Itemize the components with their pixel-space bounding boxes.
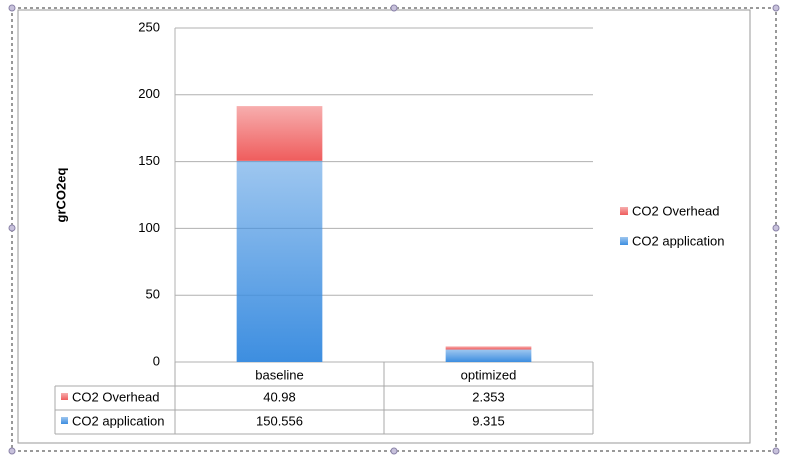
y-tick-label: 200 bbox=[138, 86, 160, 101]
y-tick-label: 50 bbox=[146, 287, 160, 302]
y-axis-label: grCO2eq bbox=[53, 167, 68, 222]
bar-segment bbox=[445, 346, 532, 350]
legend-swatch bbox=[620, 237, 628, 245]
table-swatch bbox=[61, 393, 68, 400]
x-tick-label: optimized bbox=[461, 367, 517, 382]
y-tick-label: 0 bbox=[153, 353, 160, 368]
bar-segment bbox=[445, 349, 532, 362]
table-value: 9.315 bbox=[472, 413, 505, 428]
y-tick-label: 250 bbox=[138, 19, 160, 34]
bar-segment bbox=[236, 106, 323, 161]
y-tick-label: 100 bbox=[138, 220, 160, 235]
table-value: 2.353 bbox=[472, 389, 505, 404]
legend-swatch bbox=[620, 207, 628, 215]
x-tick-label: baseline bbox=[255, 367, 303, 382]
table-row-label: CO2 application bbox=[72, 413, 165, 428]
y-tick-label: 150 bbox=[138, 153, 160, 168]
table-row-label: CO2 Overhead bbox=[72, 389, 159, 404]
bar-segment bbox=[236, 160, 323, 362]
legend-label: CO2 application bbox=[632, 233, 725, 248]
selection-handles bbox=[8, 4, 780, 455]
table-value: 40.98 bbox=[263, 389, 296, 404]
legend-label: CO2 Overhead bbox=[632, 203, 719, 218]
table-swatch bbox=[61, 417, 68, 424]
table-value: 150.556 bbox=[256, 413, 303, 428]
